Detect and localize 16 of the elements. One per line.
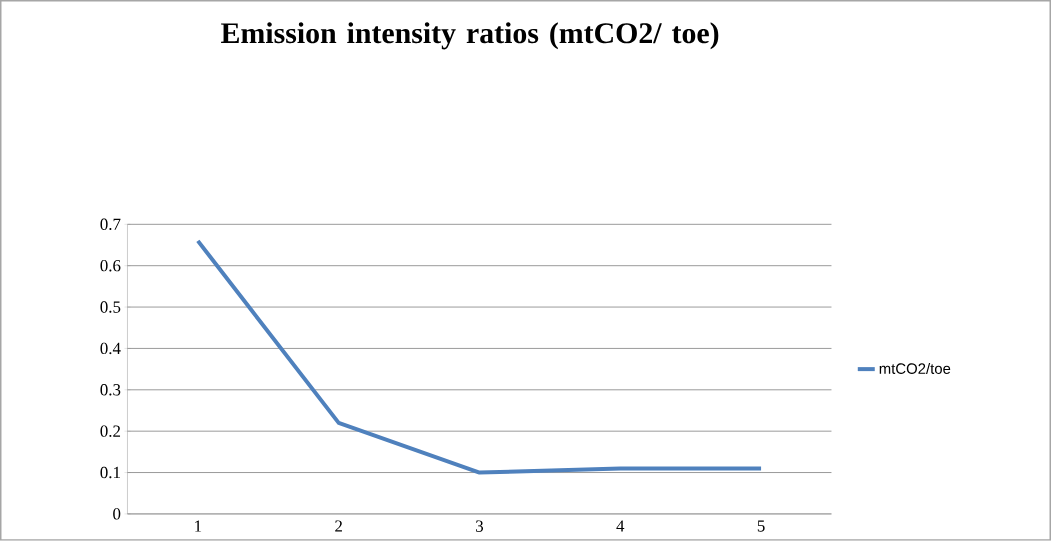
x-tick-label: 4 (616, 520, 625, 532)
y-tick-label: 0.1 (100, 466, 120, 479)
y-tick-label: 0 (113, 508, 121, 520)
y-tick-label: 0.6 (100, 260, 121, 272)
chart-title: Emission intensity ratios (mtCO2/ toe) (221, 22, 719, 50)
y-tick-label: 0.3 (100, 384, 121, 396)
y-tick-label: 0.7 (100, 218, 121, 231)
y-tick-label: 0.2 (100, 425, 121, 438)
line-series (195, 239, 764, 475)
x-tick-label: 3 (476, 520, 484, 532)
y-tick-label: 0.5 (100, 301, 121, 313)
legend-label: mtCO2/toe (879, 363, 951, 375)
y-tick-label: 0.4 (100, 342, 121, 355)
x-tick-label: 2 (335, 520, 342, 532)
x-tick-label: 1 (195, 520, 202, 532)
x-tick-label: 5 (757, 520, 765, 532)
